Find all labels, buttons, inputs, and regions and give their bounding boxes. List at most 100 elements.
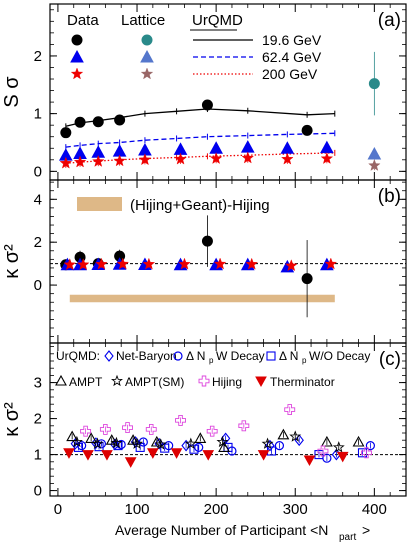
y-tick-label: 1: [34, 447, 42, 464]
series-0-point: [60, 127, 72, 139]
series-3-point: [127, 434, 140, 445]
series-0-point: [294, 434, 304, 447]
series-6-point: [303, 455, 316, 467]
series-3-point: [320, 435, 333, 447]
series-2-point: [189, 444, 199, 454]
series-2-point: [59, 156, 73, 169]
panel-label: (b): [378, 186, 401, 207]
x-axis-label: Average Number of Participant <N: [115, 522, 328, 538]
series-4-point: [131, 437, 144, 449]
series-3-point: [85, 432, 98, 443]
series-4-point: [289, 430, 302, 442]
legend-marker: [111, 374, 123, 387]
series-2-point: [281, 152, 294, 165]
series-3-point: [150, 435, 163, 447]
y-tick-label: 0: [34, 483, 42, 500]
series-2-point: [116, 257, 130, 270]
series-5-point: [360, 447, 372, 459]
legend-label: Therminator: [270, 375, 335, 389]
series-4-point: [332, 441, 345, 453]
y-axis-label: κ σ²: [1, 402, 23, 437]
legend-marker: [173, 351, 183, 361]
series-0-point: [201, 235, 213, 247]
series-5-point: [284, 404, 296, 416]
x-axis-label-subscript: part: [339, 532, 356, 543]
series-5-point: [145, 423, 157, 435]
legend-label: AMPT(SM): [125, 375, 184, 389]
legend-energy-label: 62.4 GeV: [262, 49, 322, 65]
legend-marker: [104, 350, 114, 362]
series-0-point: [70, 437, 81, 450]
series-6-point: [124, 457, 137, 468]
series-2-point: [113, 154, 126, 167]
series-4-point: [70, 435, 83, 448]
series-2-point: [209, 152, 223, 164]
series-2-point: [245, 257, 258, 270]
series-6-point: [257, 450, 270, 461]
series-5-point: [317, 445, 329, 457]
urqmd-line-2: [65, 152, 335, 164]
series-2-point: [73, 155, 87, 168]
series-4-point: [154, 438, 167, 450]
series-4-point: [184, 437, 197, 449]
legend-marker: [266, 351, 276, 361]
series-5-point: [122, 422, 133, 434]
series-2-point: [73, 442, 84, 452]
series-6-point: [101, 450, 113, 461]
y-axis-label: S σ: [1, 76, 23, 108]
series-2-point: [92, 154, 105, 167]
legend-lattice-marker: [140, 67, 154, 80]
legend-label: W Decay: [216, 349, 265, 363]
series-0-point: [114, 114, 126, 126]
series-0-point: [301, 273, 313, 285]
series-1-point: [280, 141, 295, 154]
series-6-point: [170, 448, 183, 459]
series-3-point: [277, 428, 290, 440]
series-3-point: [194, 432, 207, 443]
series-6-point: [146, 448, 159, 459]
y-tick-label: 3: [34, 375, 42, 392]
series-1-point: [274, 441, 285, 451]
y-tick-label: 4: [34, 191, 42, 208]
legend-label: Δ N: [186, 349, 205, 363]
legend-data-marker: [70, 67, 84, 80]
y-tick-label: 0: [34, 277, 42, 294]
legend-marker: [198, 375, 210, 387]
x-tick-label: 0: [54, 501, 62, 518]
series-2-point: [320, 152, 334, 164]
series-2-point: [178, 257, 191, 270]
series-5-point: [206, 425, 218, 437]
legend-subscript: p: [302, 356, 307, 365]
legend-energy-label: 200 GeV: [262, 66, 318, 82]
series-2-point: [142, 257, 156, 270]
series-5-point: [238, 420, 250, 432]
legend-lattice-header: Lattice: [121, 12, 165, 29]
legend-subscript: p: [209, 356, 214, 365]
series-2-point: [213, 257, 227, 270]
series-3-point: [352, 435, 365, 447]
band-legend-label: (Hijing+Geant)-Hijing: [130, 197, 270, 214]
series-2-point: [324, 257, 338, 270]
x-tick-label: 200: [204, 501, 229, 518]
series-3-point: [218, 441, 230, 452]
legend-urqmd-header: UrQMD:: [56, 349, 100, 363]
series-1-point: [77, 441, 87, 451]
y-tick-label: 2: [34, 411, 42, 428]
legend-marker: [255, 376, 267, 388]
panel-label: (a): [378, 10, 401, 31]
x-tick-label: 100: [125, 501, 150, 518]
legend-urqmd-header: UrQMD: [192, 12, 243, 29]
series-2-point: [138, 153, 152, 166]
series-6-point: [336, 451, 349, 463]
series-2-point: [285, 259, 298, 272]
legend-label: W/O Decay: [309, 349, 370, 363]
series-0-point: [301, 124, 313, 136]
series-5-point: [175, 414, 186, 426]
legend-marker: [55, 374, 67, 386]
series-1-point: [209, 141, 223, 154]
series-4-point: [91, 437, 104, 449]
series-5-point: [80, 425, 92, 437]
legend-label: Hijing: [212, 375, 242, 389]
series-5-point: [99, 423, 111, 435]
